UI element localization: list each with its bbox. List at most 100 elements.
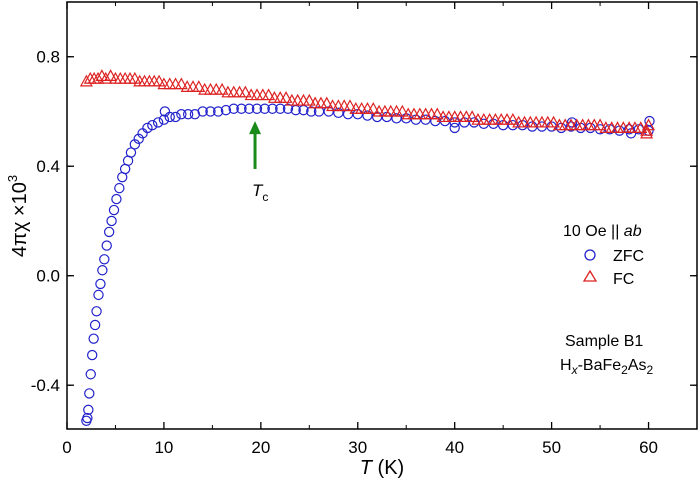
- zfc-point: [362, 110, 373, 121]
- fc-point: [169, 77, 183, 90]
- fc-point: [174, 77, 188, 90]
- fc-point: [79, 74, 93, 87]
- x-tick-label: 60: [639, 438, 658, 457]
- fc-point: [593, 118, 607, 131]
- zfc-point: [420, 114, 431, 125]
- fc-point: [192, 80, 206, 92]
- zfc-point: [644, 115, 655, 127]
- zfc-point: [220, 104, 232, 116]
- tc-annotation: Tc: [249, 121, 268, 204]
- fc-point: [163, 77, 177, 90]
- x-axis-title: T (K): [360, 457, 404, 479]
- x-tick-label: 0: [62, 438, 71, 457]
- zfc-point: [147, 119, 158, 131]
- fc-point: [640, 126, 654, 139]
- zfc-point: [101, 240, 112, 251]
- zfc-point: [259, 103, 270, 114]
- fc-point: [331, 99, 345, 112]
- zfc-point: [449, 117, 460, 128]
- fc-point: [547, 115, 561, 128]
- tc-label: Tc: [252, 181, 268, 204]
- fc-point: [302, 93, 316, 106]
- series-fc: [79, 69, 656, 139]
- fc-point: [262, 88, 276, 101]
- fc-point: [128, 71, 142, 84]
- zfc-point: [106, 215, 117, 227]
- fc-point: [634, 121, 648, 134]
- x-tick-label: 50: [542, 438, 561, 457]
- axis-tick-labels: 0 10 20 30 40 50 60 -0.4 0.0 0.4 0.8: [31, 48, 658, 457]
- x-tick-label: 30: [348, 438, 367, 457]
- zfc-point: [133, 133, 144, 145]
- fc-point: [465, 110, 479, 123]
- fc-point: [343, 99, 357, 112]
- fc-point: [424, 107, 438, 120]
- legend-fc-label: FC: [613, 271, 634, 288]
- fc-point: [256, 88, 270, 101]
- legend-fc-marker: [582, 269, 598, 282]
- zfc-point: [236, 103, 247, 114]
- zfc-point: [108, 204, 120, 216]
- fc-point: [233, 85, 247, 98]
- fc-point: [506, 112, 520, 125]
- fc-point: [209, 82, 223, 95]
- y-axis-title: 4πχ ×103: [5, 175, 31, 257]
- zfc-point: [91, 306, 102, 317]
- zfc-point: [125, 147, 137, 158]
- zfc-point: [282, 103, 294, 114]
- zfc-point: [95, 278, 106, 290]
- zfc-point: [99, 254, 110, 265]
- zfc-point: [391, 113, 402, 124]
- zfc-point: [97, 265, 108, 276]
- legend: 10 Oe || ab ZFC FC: [563, 223, 644, 288]
- zfc-point: [158, 114, 170, 125]
- fc-point: [642, 118, 656, 131]
- zfc-point: [88, 333, 99, 344]
- x-tick-label: 40: [445, 438, 464, 457]
- fc-point: [314, 96, 328, 109]
- fc-point: [273, 91, 287, 103]
- y-tick-label: 0.4: [36, 157, 60, 176]
- zfc-point: [83, 404, 94, 416]
- fc-point: [296, 93, 311, 106]
- zfc-point: [93, 289, 104, 301]
- zfc-point: [114, 182, 125, 194]
- zfc-point: [251, 103, 263, 114]
- sample-label: Sample B1: [565, 333, 643, 350]
- fc-point: [395, 104, 409, 117]
- fc-point: [152, 74, 166, 87]
- fc-point: [360, 102, 374, 114]
- fc-point: [390, 104, 404, 117]
- zfc-point: [306, 106, 317, 117]
- fc-point: [291, 93, 305, 106]
- plot-frame: [66, 1, 698, 430]
- legend-title: 10 Oe || ab: [563, 223, 642, 240]
- zfc-point: [111, 193, 122, 205]
- zfc-point: [197, 106, 208, 117]
- sample-formula: Hx-BaFe2As2: [560, 357, 654, 377]
- zfc-point: [129, 139, 141, 150]
- fc-point: [203, 82, 217, 95]
- zfc-point: [182, 109, 194, 120]
- x-tick-label: 10: [154, 438, 173, 457]
- fc-point: [83, 71, 97, 84]
- fc-point: [186, 80, 200, 92]
- zfc-point: [244, 103, 255, 114]
- y-tick-label: 0.8: [36, 48, 60, 67]
- zfc-point: [89, 319, 101, 331]
- fc-point: [104, 69, 118, 82]
- zfc-point: [333, 107, 344, 119]
- zfc-point: [205, 106, 216, 117]
- zfc-point: [228, 103, 239, 114]
- fc-point: [320, 96, 334, 109]
- zfc-point: [565, 121, 577, 132]
- tc-arrow-head: [249, 121, 262, 135]
- zfc-point: [449, 122, 460, 134]
- y-tick-label: 0.0: [36, 267, 60, 286]
- axis-ticks: [66, 2, 697, 429]
- zfc-point: [159, 106, 171, 117]
- legend-zfc-label: ZFC: [613, 248, 644, 265]
- zfc-point: [86, 349, 98, 361]
- zfc-point: [82, 412, 93, 424]
